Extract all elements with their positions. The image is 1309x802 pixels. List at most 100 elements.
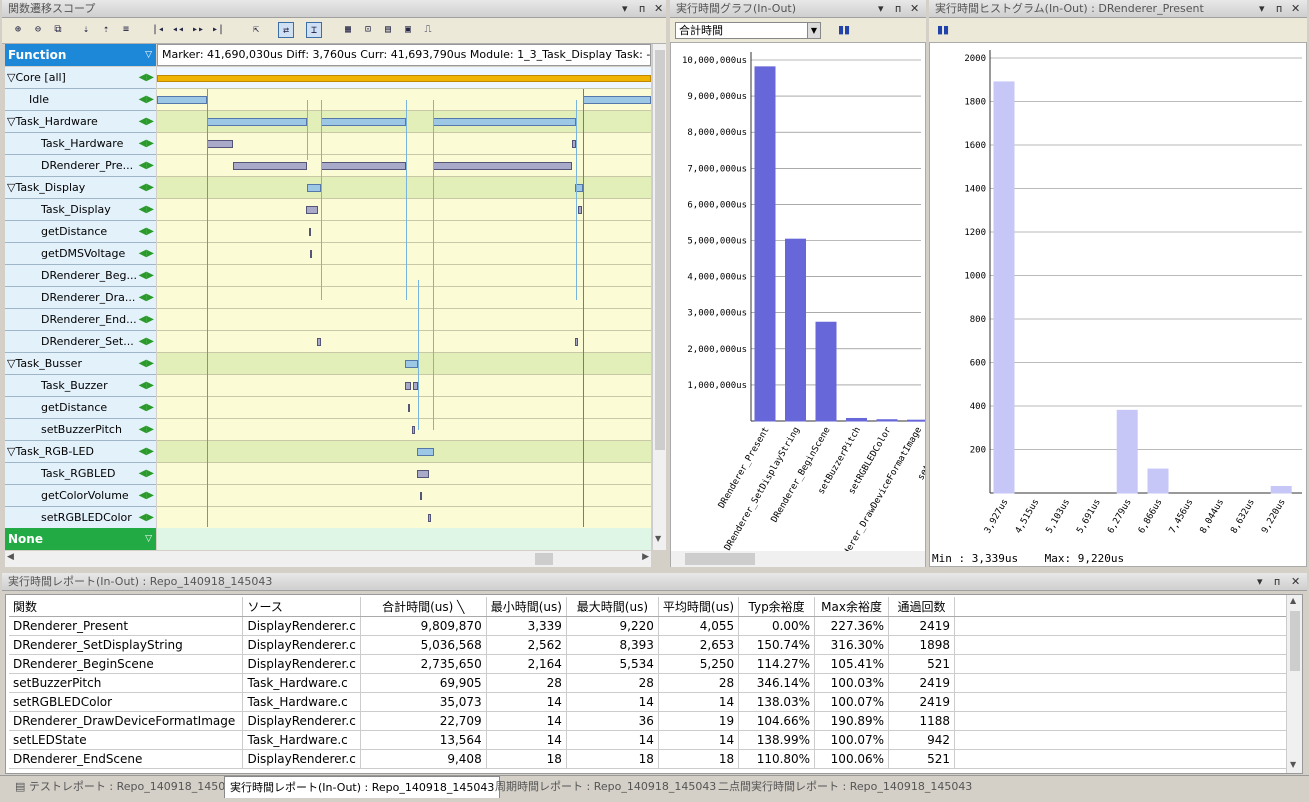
metric-select[interactable]: 合計時間 ▼: [675, 22, 821, 39]
tree-row[interactable]: getDistance ◀▶: [5, 397, 156, 419]
jump-prev-icon[interactable]: ◂◂: [171, 24, 185, 35]
bar-chart-icon[interactable]: ▮▮: [937, 23, 950, 36]
nav-arrows-icon[interactable]: ◀▶: [138, 402, 154, 413]
column-header[interactable]: 関数: [9, 597, 244, 617]
zoom-fit-icon[interactable]: ⧉: [54, 24, 62, 35]
marker-icon[interactable]: ⇄: [278, 22, 294, 38]
table-row[interactable]: DRenderer_EndScene DisplayRenderer.c 9,408…: [9, 749, 1302, 769]
none-header[interactable]: None ▽: [5, 528, 156, 550]
nav-arrows-icon[interactable]: ◀▶: [138, 182, 154, 193]
chevron-down-icon[interactable]: ▽: [145, 534, 152, 544]
nav-arrows-icon[interactable]: ◀▶: [138, 270, 154, 281]
tree-row[interactable]: ▽Task_Display ◀▶: [5, 177, 156, 199]
nav-arrows-icon[interactable]: ◀▶: [138, 446, 154, 457]
execution-bar[interactable]: [417, 470, 429, 478]
execution-bar[interactable]: [433, 118, 576, 126]
column-header[interactable]: 通過回数: [888, 597, 956, 617]
column-header[interactable]: Max余裕度: [814, 597, 890, 617]
tab-test-report[interactable]: ▤ テストレポート : Repo_140918_145043: [10, 776, 244, 798]
column-header[interactable]: ソース: [242, 597, 361, 617]
column-header[interactable]: 合計時間(us) ╲: [360, 597, 487, 617]
export-icon[interactable]: ▣: [404, 24, 412, 35]
close-icon[interactable]: ✕: [1291, 2, 1301, 15]
table-row[interactable]: DRenderer_SetDisplayString DisplayRendere…: [9, 635, 1302, 655]
column-header[interactable]: 最小時間(us): [486, 597, 567, 617]
tree-row[interactable]: DRenderer_Pre... ◀▶: [5, 155, 156, 177]
dropdown-arrow-icon[interactable]: ▼: [807, 23, 820, 38]
tree-row[interactable]: ▽Core [all] ◀▶: [5, 67, 156, 89]
column-header[interactable]: Typ余裕度: [738, 597, 816, 617]
nav-arrows-icon[interactable]: ◀▶: [138, 94, 154, 105]
table-row[interactable]: setLEDState Task_Hardware.c 13,564 14 14 14 13…: [9, 730, 1302, 750]
tree-row[interactable]: ▽Task_Busser ◀▶: [5, 353, 156, 375]
execution-bar[interactable]: [413, 382, 418, 390]
column-header[interactable]: 最大時間(us): [566, 597, 659, 617]
execution-bar[interactable]: [405, 382, 411, 390]
execution-bar[interactable]: [310, 250, 312, 258]
panel-menu-icon[interactable]: ▾: [622, 2, 628, 15]
execution-bar[interactable]: [583, 96, 651, 104]
tab-two-point-report[interactable]: 二点間実行時間レポート : Repo_140918_145043: [713, 776, 977, 798]
execution-bar[interactable]: [408, 404, 410, 412]
tree-row[interactable]: Task_RGBLED ◀▶: [5, 463, 156, 485]
tab-cycle-report[interactable]: 周期時間レポート : Repo_140918_145043: [490, 776, 721, 798]
execution-bar[interactable]: [428, 514, 431, 522]
table-row[interactable]: DRenderer_DrawDeviceFormatImage DisplayRe…: [9, 711, 1302, 731]
nav-arrows-icon[interactable]: ◀▶: [138, 160, 154, 171]
tree-row[interactable]: setBuzzerPitch ◀▶: [5, 419, 156, 441]
sort-desc-icon[interactable]: ⇡: [102, 24, 110, 35]
execution-bar[interactable]: [207, 140, 233, 148]
close-icon[interactable]: ✕: [654, 2, 664, 15]
jump-first-icon[interactable]: |◂: [151, 24, 165, 35]
tree-row[interactable]: getColorVolume ◀▶: [5, 485, 156, 507]
zoom-out-icon[interactable]: ⊖: [34, 24, 42, 35]
execution-bar[interactable]: [575, 184, 583, 192]
tree-row[interactable]: ▽Task_RGB-LED ◀▶: [5, 441, 156, 463]
pointer-icon[interactable]: ⇱: [252, 24, 260, 35]
current-cursor-line[interactable]: [583, 89, 584, 527]
column-header[interactable]: 平均時間(us): [658, 597, 740, 617]
pin-icon[interactable]: ⎍: [424, 24, 432, 35]
tree-row[interactable]: setRGBLEDColor ◀▶: [5, 507, 156, 529]
tree-row[interactable]: Task_Buzzer ◀▶: [5, 375, 156, 397]
pin-icon[interactable]: ᴨ: [1274, 575, 1281, 588]
nav-arrows-icon[interactable]: ◀▶: [138, 336, 154, 347]
pin-icon[interactable]: ᴨ: [1276, 2, 1283, 15]
execution-bar[interactable]: [321, 162, 406, 170]
execution-bar[interactable]: [417, 448, 434, 456]
execution-bar[interactable]: [572, 140, 576, 148]
table-row[interactable]: setRGBLEDColor Task_Hardware.c 35,073 14 14 1…: [9, 692, 1302, 712]
nav-arrows-icon[interactable]: ◀▶: [138, 358, 154, 369]
execution-bar[interactable]: [575, 338, 578, 346]
horizontal-scrollbar[interactable]: ◀ ▶: [5, 551, 651, 567]
jump-last-icon[interactable]: ▸|: [211, 24, 225, 35]
execution-bar[interactable]: [433, 162, 572, 170]
search-icon[interactable]: ⊡: [364, 24, 372, 35]
execution-bar[interactable]: [233, 162, 307, 170]
nav-arrows-icon[interactable]: ◀▶: [138, 116, 154, 127]
table-row[interactable]: setBuzzerPitch Task_Hardware.c 69,905 28 28 2…: [9, 673, 1302, 693]
nav-arrows-icon[interactable]: ◀▶: [138, 468, 154, 479]
execution-bar[interactable]: [578, 206, 582, 214]
nav-arrows-icon[interactable]: ◀▶: [138, 512, 154, 523]
nav-arrows-icon[interactable]: ◀▶: [138, 314, 154, 325]
execution-bar[interactable]: [321, 118, 406, 126]
filter-icon[interactable]: ≡: [122, 24, 130, 35]
chevron-down-icon[interactable]: ▽: [145, 50, 152, 60]
nav-arrows-icon[interactable]: ◀▶: [138, 490, 154, 501]
graph-icon[interactable]: ▦: [344, 24, 352, 35]
tab-exec-report[interactable]: 実行時間レポート(In-Out) : Repo_140918_145043: [224, 776, 501, 798]
jump-next-icon[interactable]: ▸▸: [191, 24, 205, 35]
execution-bar[interactable]: [306, 206, 318, 214]
execution-bar[interactable]: [412, 426, 415, 434]
color-icon[interactable]: ▤: [384, 24, 392, 35]
tree-row[interactable]: Idle ◀▶: [5, 89, 156, 111]
tree-row[interactable]: DRenderer_Beg... ◀▶: [5, 265, 156, 287]
execution-bar[interactable]: [157, 96, 207, 104]
pin-icon[interactable]: ᴨ: [895, 2, 902, 15]
marker-line[interactable]: [207, 89, 208, 527]
close-icon[interactable]: ✕: [1291, 575, 1301, 588]
table-row[interactable]: DRenderer_Present DisplayRenderer.c 9,809,…: [9, 616, 1302, 636]
close-icon[interactable]: ✕: [910, 2, 920, 15]
execution-bar[interactable]: [317, 338, 321, 346]
